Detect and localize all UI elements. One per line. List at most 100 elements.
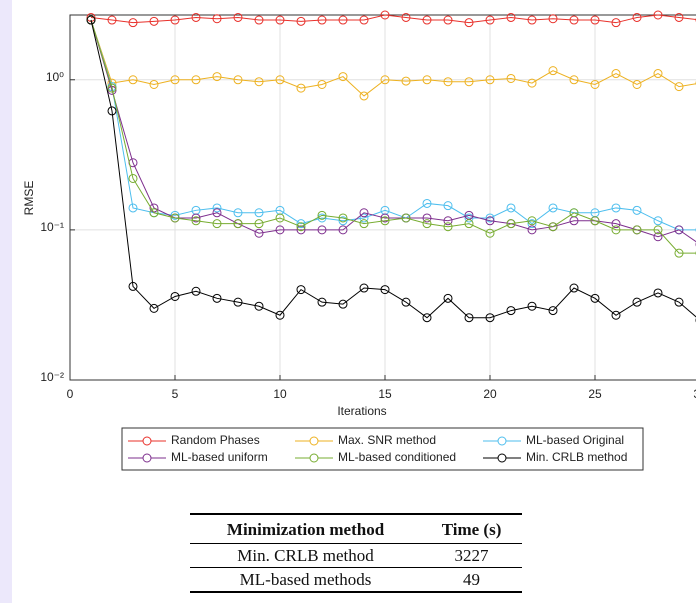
x-tick-label: 0 <box>67 387 74 401</box>
marker <box>443 293 453 303</box>
marker <box>191 286 201 296</box>
x-tick-label: 20 <box>483 387 497 401</box>
cell: 3227 <box>421 543 522 568</box>
cell: ML-based methods <box>190 567 422 593</box>
marker <box>485 15 495 25</box>
legend-marker <box>497 436 507 446</box>
y-tick-label: 10⁻¹ <box>40 220 64 234</box>
marker <box>527 225 537 235</box>
marker <box>653 288 663 298</box>
marker <box>191 12 201 22</box>
marker <box>401 213 411 223</box>
marker <box>254 301 264 311</box>
table: Minimization method Time (s) Min. CRLB m… <box>190 513 522 593</box>
marker <box>422 213 432 223</box>
marker <box>107 106 117 116</box>
marker <box>653 10 663 20</box>
marker <box>611 69 621 79</box>
marker <box>569 283 579 293</box>
marker <box>254 228 264 238</box>
marker <box>128 281 138 291</box>
series-line <box>90 19 696 231</box>
marker <box>380 10 390 20</box>
marker <box>233 12 243 22</box>
legend-marker <box>142 453 152 463</box>
y-tick-label: 10⁰ <box>46 70 64 84</box>
marker <box>380 216 390 226</box>
marker <box>359 283 369 293</box>
legend: Random Phases Max. SNR method ML-based Ori… <box>121 427 644 471</box>
marker <box>380 75 390 85</box>
marker <box>128 18 138 28</box>
marker <box>674 12 684 22</box>
marker <box>443 216 453 226</box>
series-line <box>90 14 696 24</box>
marker <box>170 291 180 301</box>
marker <box>254 208 264 218</box>
marker <box>632 12 642 22</box>
marker <box>611 219 621 229</box>
marker <box>254 77 264 87</box>
marker <box>611 310 621 320</box>
marker <box>401 76 411 86</box>
marker <box>317 15 327 25</box>
legend-label: Max. SNR method <box>338 433 436 447</box>
marker <box>212 14 222 24</box>
legend-box <box>121 427 644 471</box>
marker <box>464 18 474 28</box>
marker <box>359 15 369 25</box>
marker <box>275 310 285 320</box>
marker <box>590 216 600 226</box>
x-tick-label: 15 <box>378 387 392 401</box>
marker <box>674 297 684 307</box>
marker <box>170 15 180 25</box>
marker <box>653 216 663 226</box>
marker <box>653 232 663 242</box>
marker <box>317 79 327 89</box>
marker <box>275 213 285 223</box>
y-axis-label: RMSE <box>22 181 36 216</box>
cell: 49 <box>421 567 522 593</box>
marker <box>296 83 306 93</box>
marker <box>359 208 369 218</box>
legend-label: ML-based conditioned <box>338 450 456 464</box>
marker <box>653 225 663 235</box>
marker <box>632 205 642 215</box>
marker <box>527 216 537 226</box>
marker <box>275 15 285 25</box>
marker <box>506 73 516 83</box>
marker <box>149 16 159 26</box>
marker <box>275 225 285 235</box>
marker <box>443 77 453 87</box>
marker <box>674 248 684 258</box>
marker <box>548 306 558 316</box>
legend-label: ML-based Original <box>526 433 624 447</box>
marker <box>359 213 369 223</box>
marker <box>317 297 327 307</box>
legend-label: ML-based uniform <box>171 450 268 464</box>
x-tick-label: 25 <box>588 387 602 401</box>
marker <box>464 77 474 87</box>
marker <box>548 203 558 213</box>
marker <box>422 198 432 208</box>
marker <box>296 225 306 235</box>
marker <box>674 82 684 92</box>
marker <box>380 213 390 223</box>
marker <box>653 69 663 79</box>
marker <box>149 208 159 218</box>
marker <box>443 222 453 232</box>
marker <box>569 75 579 85</box>
marker <box>170 213 180 223</box>
marker <box>170 75 180 85</box>
marker <box>317 225 327 235</box>
marker <box>527 301 537 311</box>
marker <box>233 208 243 218</box>
marker <box>170 210 180 220</box>
marker <box>296 16 306 26</box>
marker <box>632 79 642 89</box>
y-tick-label: 10⁻² <box>40 370 64 384</box>
marker <box>317 210 327 220</box>
marker <box>191 213 201 223</box>
legend-marker <box>142 436 152 446</box>
